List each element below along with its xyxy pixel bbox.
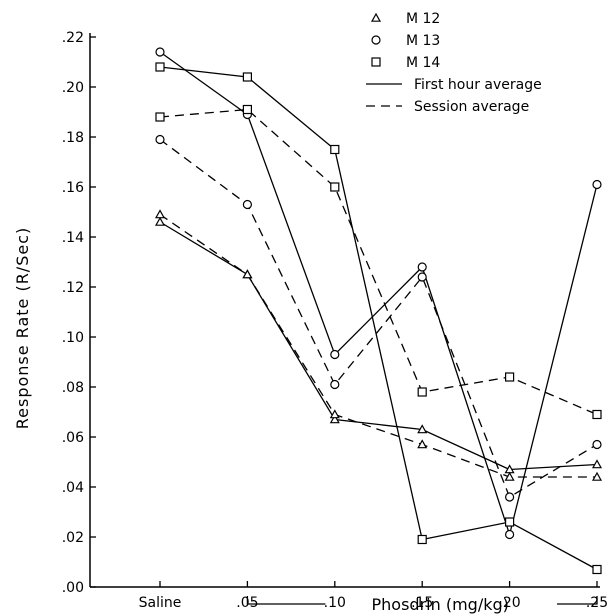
y-tick-label: .14 [62,230,84,246]
x-tick-label: .15 [411,595,433,611]
y-tick-label: .04 [62,480,84,496]
triangle-point [417,424,428,434]
legend-label: M 13 [406,33,440,49]
y-tick-label: .16 [62,180,84,196]
legend-label: M 12 [406,11,440,27]
series-m13-dashed [155,134,602,502]
triangle-point [504,471,515,481]
x-axis-label: Phosdrin (mg/kg) [372,595,509,614]
legend-circle-symbol [371,35,381,45]
square-point [592,409,602,420]
x-tick-label: Saline [139,595,182,611]
circle-point [592,439,602,450]
triangle-point [591,471,603,481]
y-tick-label: .06 [62,430,84,446]
x-tick-label: .10 [324,595,346,611]
circle-point [330,379,340,390]
circle-point [330,349,340,360]
legend-triangle-symbol [370,12,382,22]
series-m12-solid [154,216,603,474]
legend-label: Session average [414,99,529,115]
square-point [417,387,427,397]
square-point [505,517,515,527]
circle-point [155,47,165,57]
y-tick-label: .02 [62,530,84,546]
square-point [155,62,165,72]
y-tick-label: .08 [62,380,84,396]
x-tick-label: .20 [498,595,520,611]
y-tick-label: .12 [62,280,84,296]
x-bracket-left [246,596,326,605]
legend-label: M 14 [406,55,440,71]
square-point [242,72,252,82]
y-tick-label: .10 [62,330,84,346]
square-point [592,564,602,575]
series-layer [154,47,603,575]
triangle-point [242,269,253,279]
circle-point [242,199,252,210]
axes: .00 .02 .04 .06 .08 .10 .12 .14 .16 .18 .20 .22 Sali… [62,30,608,614]
series-m14-dashed [155,104,602,420]
y-axis-label: Response Rate (R/Sec) [13,227,32,430]
series-m14-solid [155,62,602,575]
square-point [505,372,515,382]
square-point [330,182,340,192]
legend-square-symbol [371,57,381,67]
y-tick-label: .20 [62,80,84,96]
y-tick-label: .18 [62,130,84,146]
series-line [159,138,598,498]
triangle-point [329,409,340,419]
legend-label: First hour average [414,77,542,93]
series-line [159,66,598,571]
series-m13-solid [155,47,602,540]
y-tick-label: .00 [62,580,84,596]
triangle-point [154,209,166,219]
circle-point [505,492,515,502]
triangle-point [329,414,340,424]
square-point [242,104,252,115]
circle-point [417,262,427,272]
circle-point [417,272,427,282]
triangle-point [417,439,428,449]
series-line [159,51,598,537]
square-point [330,144,340,155]
series-line [159,221,598,471]
x-bracket-right [557,596,598,605]
circle-point [155,134,165,145]
square-point [155,112,165,122]
legend: M 12 M 13 M 14 First hour average Session av… [366,11,542,115]
series-line [159,108,598,416]
square-point [417,534,427,545]
triangle-point [154,216,166,226]
circle-point [592,179,602,190]
circle-point [505,529,515,540]
y-tick-label: .22 [62,30,84,46]
triangle-point [591,459,603,469]
